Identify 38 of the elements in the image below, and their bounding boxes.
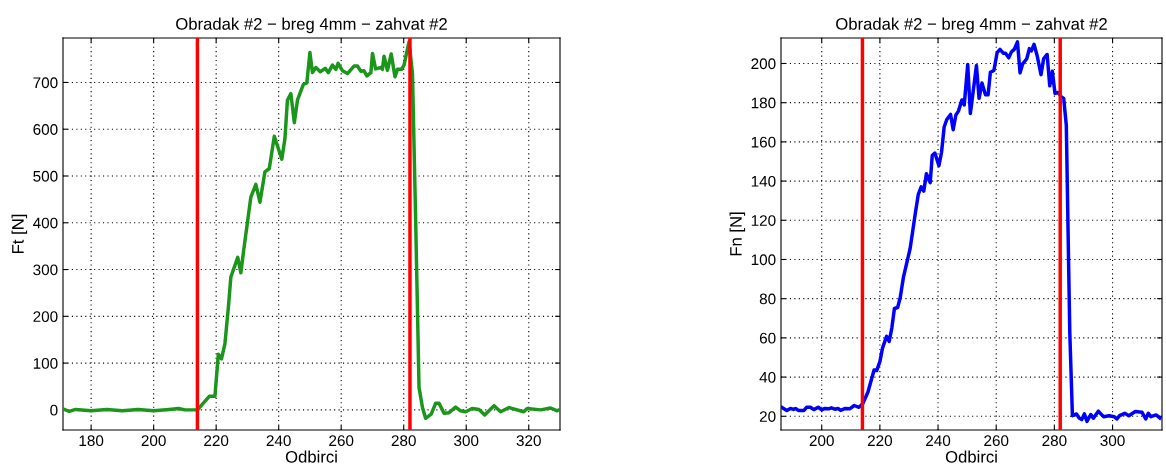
x-tick-label: 220 <box>204 435 229 447</box>
y-tick-label: 160 <box>751 136 776 148</box>
x-tick-label: 220 <box>867 435 893 447</box>
y-tick-label: 700 <box>33 77 58 89</box>
chart-title: Obradak #2 − breg 4mm − zahvat #2 <box>176 17 447 34</box>
y-tick-label: 140 <box>751 175 776 187</box>
y-tick-label: 400 <box>33 217 58 229</box>
x-tick-label: 260 <box>984 435 1009 447</box>
y-axis-title: Fn [N] <box>729 212 746 256</box>
y-tick-label: 120 <box>751 215 776 226</box>
y-tick-label: 100 <box>33 357 58 369</box>
y-tick-label: 0 <box>50 404 58 416</box>
x-tick-label: 180 <box>79 435 104 447</box>
x-tick-label: 200 <box>809 435 834 447</box>
y-tick-label: 500 <box>33 170 58 182</box>
y-tick-label: 200 <box>33 311 58 323</box>
y-tick-label: 100 <box>751 254 776 266</box>
y-tick-label: 40 <box>759 371 776 383</box>
x-tick-label: 300 <box>1100 435 1125 447</box>
x-axis-title: Odbirci <box>285 450 337 463</box>
x-tick-label: 200 <box>141 435 166 447</box>
y-tick-label: 200 <box>751 58 776 70</box>
x-tick-label: 240 <box>926 435 951 447</box>
x-tick-label: 280 <box>1042 435 1067 447</box>
y-axis-title: Ft [N] <box>11 214 28 253</box>
y-tick-label: 20 <box>759 411 776 422</box>
y-tick-label: 80 <box>759 293 776 305</box>
y-tick-label: 180 <box>751 97 776 109</box>
x-tick-label: 300 <box>454 435 479 447</box>
y-tick-label: 60 <box>759 332 776 344</box>
y-tick-label: 300 <box>33 264 58 276</box>
x-axis-title: Odbirci <box>945 450 997 463</box>
x-tick-label: 280 <box>391 435 416 447</box>
x-tick-label: 320 <box>516 435 541 447</box>
y-tick-label: 600 <box>33 124 58 135</box>
x-tick-label: 240 <box>266 435 291 447</box>
x-tick-label: 260 <box>329 435 354 447</box>
chart-title: Obradak #2 − breg 4mm − zahvat #2 <box>836 17 1107 34</box>
